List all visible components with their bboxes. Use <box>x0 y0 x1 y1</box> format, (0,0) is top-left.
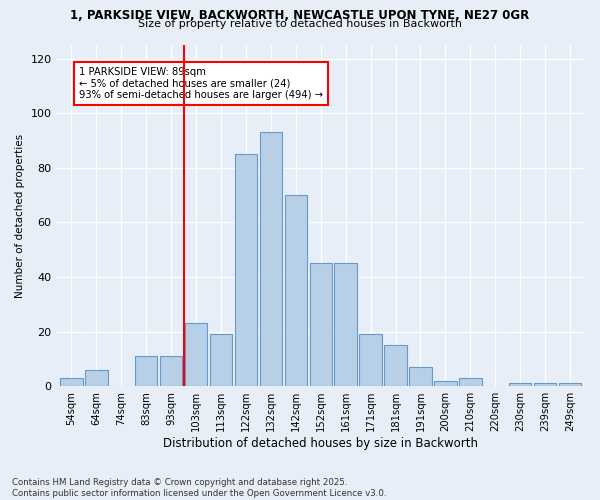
Text: Size of property relative to detached houses in Backworth: Size of property relative to detached ho… <box>138 19 462 29</box>
Bar <box>135 356 157 386</box>
Bar <box>185 324 208 386</box>
Bar <box>385 346 407 386</box>
Bar <box>260 132 282 386</box>
Text: Contains HM Land Registry data © Crown copyright and database right 2025.
Contai: Contains HM Land Registry data © Crown c… <box>12 478 386 498</box>
Bar <box>509 384 532 386</box>
Bar <box>459 378 482 386</box>
Bar <box>559 384 581 386</box>
Bar <box>284 195 307 386</box>
Bar <box>310 264 332 386</box>
Bar <box>85 370 107 386</box>
Bar <box>409 367 431 386</box>
Bar <box>434 380 457 386</box>
Bar <box>210 334 232 386</box>
Bar <box>334 264 357 386</box>
X-axis label: Distribution of detached houses by size in Backworth: Distribution of detached houses by size … <box>163 437 478 450</box>
Bar <box>160 356 182 386</box>
Bar <box>235 154 257 386</box>
Bar <box>60 378 83 386</box>
Bar <box>359 334 382 386</box>
Text: 1 PARKSIDE VIEW: 89sqm
← 5% of detached houses are smaller (24)
93% of semi-deta: 1 PARKSIDE VIEW: 89sqm ← 5% of detached … <box>79 67 323 100</box>
Bar <box>534 384 556 386</box>
Y-axis label: Number of detached properties: Number of detached properties <box>15 134 25 298</box>
Text: 1, PARKSIDE VIEW, BACKWORTH, NEWCASTLE UPON TYNE, NE27 0GR: 1, PARKSIDE VIEW, BACKWORTH, NEWCASTLE U… <box>70 9 530 22</box>
